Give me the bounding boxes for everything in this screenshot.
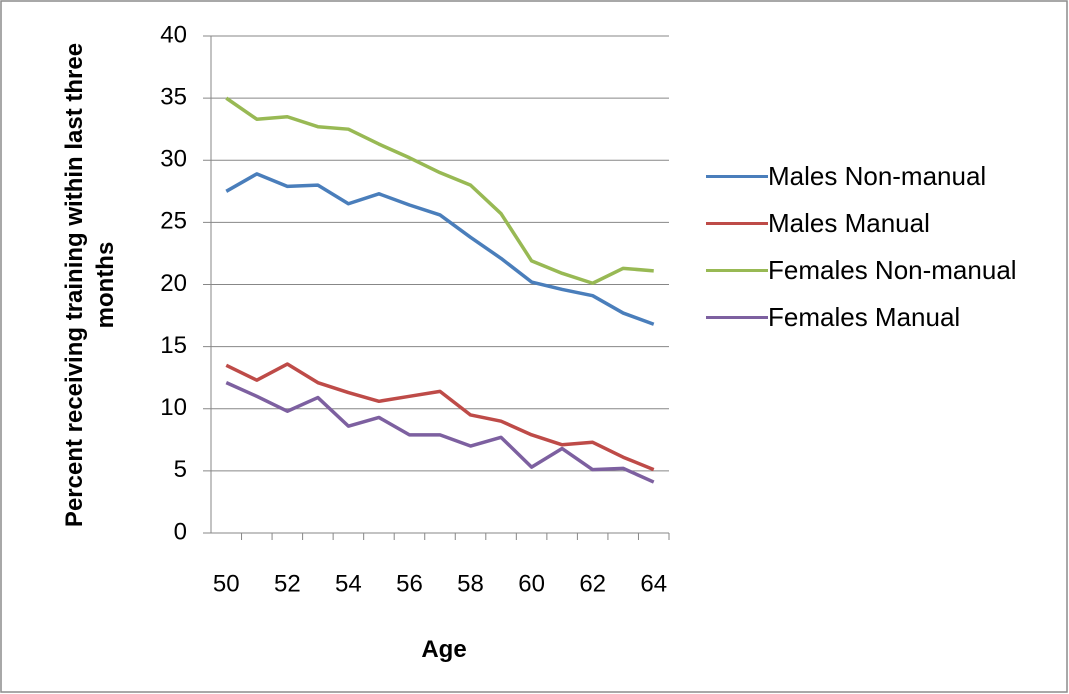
x-tick-label: 56 xyxy=(396,570,423,597)
legend: Males Non-manual Males Manual Females Non-… xyxy=(706,160,1058,348)
x-tick-label: 64 xyxy=(640,570,667,597)
legend-swatch xyxy=(706,269,768,272)
series-line xyxy=(225,96,654,286)
x-tick-label: 52 xyxy=(274,570,301,597)
y-tick-label: 30 xyxy=(160,146,187,173)
legend-label: Females Manual xyxy=(768,302,961,332)
series-line xyxy=(225,381,655,484)
y-tick-label: 25 xyxy=(160,208,187,235)
x-tick-label: 54 xyxy=(335,570,362,597)
legend-label: Males Manual xyxy=(768,208,930,238)
legend-item: Males Non-manual xyxy=(706,160,1058,192)
y-tick-label: 5 xyxy=(174,456,187,483)
x-tick-label: 50 xyxy=(213,570,240,597)
series-line xyxy=(225,172,655,326)
legend-swatch xyxy=(706,316,768,319)
y-tick-label: 15 xyxy=(160,332,187,359)
y-tick-label: 10 xyxy=(160,394,187,421)
legend-label: Males Non-manual xyxy=(768,161,987,191)
x-axis-title: Age xyxy=(421,636,467,663)
legend-swatch xyxy=(706,175,768,178)
series-line xyxy=(225,362,655,472)
y-tick-label: 0 xyxy=(174,518,187,545)
y-tick-label: 40 xyxy=(160,21,187,48)
legend-item: Males Manual xyxy=(706,207,1058,239)
legend-item: Females Non-manual xyxy=(706,254,1058,286)
y-tick-label: 20 xyxy=(160,270,187,297)
x-tick-label: 62 xyxy=(579,570,606,597)
x-tick-label: 58 xyxy=(457,570,484,597)
legend-item: Females Manual xyxy=(706,301,1058,333)
x-tick-label: 60 xyxy=(518,570,545,597)
legend-swatch xyxy=(706,222,768,225)
y-tick-label: 35 xyxy=(160,83,187,110)
legend-label: Females Non-manual xyxy=(768,255,1017,285)
y-axis-title: Percent receiving training within last t… xyxy=(61,42,119,528)
